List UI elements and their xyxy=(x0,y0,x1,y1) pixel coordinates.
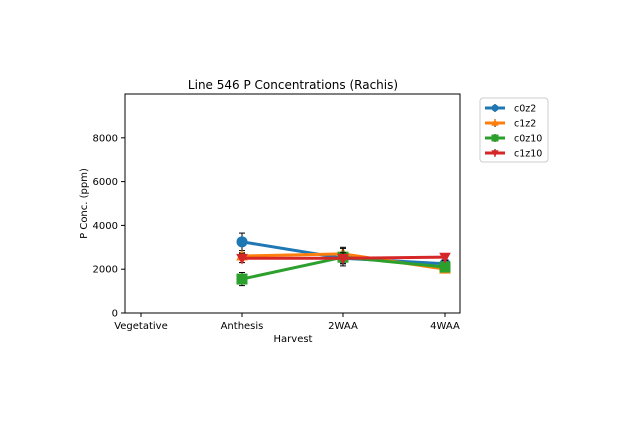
legend-box xyxy=(479,97,549,163)
x-axis-label: Harvest xyxy=(274,334,313,345)
legend-marker xyxy=(491,118,499,126)
legend-item: c1z2 xyxy=(485,119,536,130)
legend-marker xyxy=(491,134,499,142)
x-tick-label: 4WAA xyxy=(430,321,460,332)
legend: c0z2 c1z2 c0z10 c1z10 xyxy=(479,97,549,163)
plot-area xyxy=(124,93,461,314)
series-c1z10 xyxy=(236,252,451,265)
legend-label: c1z2 xyxy=(514,119,536,130)
chart-title: Line 546 P Concentrations (Rachis) xyxy=(188,78,398,92)
x-tick-label: Anthesis xyxy=(221,321,264,332)
legend-label: c0z10 xyxy=(514,134,542,145)
x-tick-label: 2WAA xyxy=(328,321,358,332)
data-point xyxy=(236,273,248,285)
legend-item: c1z10 xyxy=(485,149,542,160)
data-point xyxy=(439,261,451,273)
y-tick-label: 6000 xyxy=(93,177,118,188)
data-point xyxy=(439,252,451,264)
legend-item: c0z2 xyxy=(485,104,536,115)
data-point xyxy=(236,236,248,248)
y-tick-label: 2000 xyxy=(93,265,118,276)
legend-label: c0z2 xyxy=(514,104,536,115)
x-tick-label: Vegetative xyxy=(114,321,168,332)
y-tick-label: 8000 xyxy=(93,133,118,144)
legend-marker xyxy=(491,104,499,112)
data-point xyxy=(236,253,248,265)
legend-item: c0z10 xyxy=(485,134,542,145)
legend-label: c1z10 xyxy=(514,149,542,160)
y-tick-label: 4000 xyxy=(93,221,118,232)
y-tick-label: 0 xyxy=(112,309,118,320)
legend-marker xyxy=(491,150,499,158)
series-layer xyxy=(236,232,451,287)
x-axis: Vegetative Anthesis 2WAA 4WAA xyxy=(114,313,460,332)
y-axis-label: P Conc. (ppm) xyxy=(79,168,90,239)
data-point xyxy=(337,253,349,265)
y-axis: 0 2000 4000 6000 8000 xyxy=(93,133,125,320)
